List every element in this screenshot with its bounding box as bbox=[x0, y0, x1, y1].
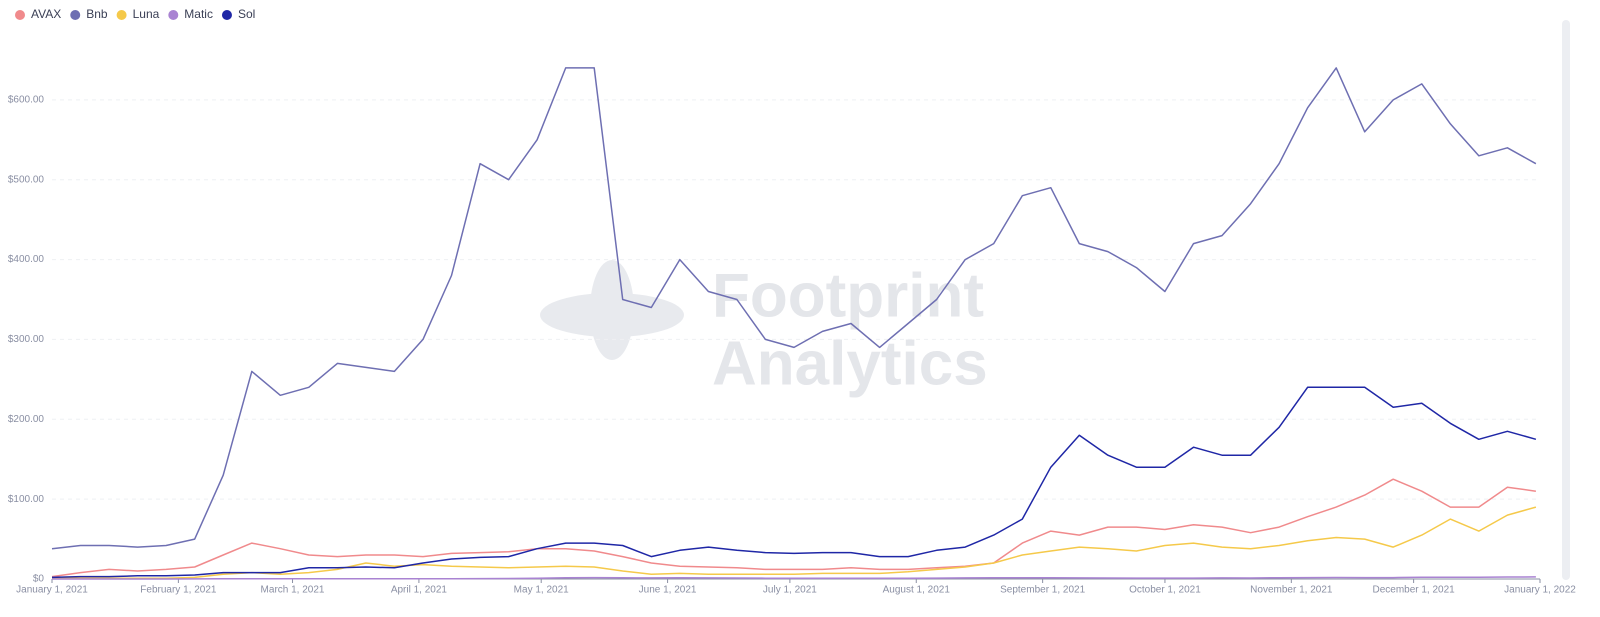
x-tick-label: July 1, 2021 bbox=[763, 585, 817, 596]
x-tick-label: October 1, 2021 bbox=[1129, 585, 1201, 596]
y-tick-label: $600.00 bbox=[8, 94, 45, 105]
legend-item[interactable]: Bnb bbox=[70, 7, 108, 21]
x-tick-label: March 1, 2021 bbox=[261, 585, 325, 596]
watermark-text: Analytics bbox=[712, 329, 988, 398]
x-tick-label: November 1, 2021 bbox=[1250, 585, 1333, 596]
y-tick-label: $100.00 bbox=[8, 494, 45, 505]
series-line bbox=[51, 478, 1537, 578]
legend-swatch bbox=[168, 10, 179, 20]
legend-swatch bbox=[221, 10, 232, 20]
legend-swatch bbox=[15, 10, 25, 20]
watermark: Footprint Analytics bbox=[540, 260, 988, 398]
watermark-logo bbox=[590, 260, 634, 360]
y-tick-label: $300.00 bbox=[8, 334, 45, 345]
y-tick-label: $200.00 bbox=[8, 414, 45, 425]
watermark-text: Footprint bbox=[712, 261, 984, 330]
x-tick-label: April 1, 2021 bbox=[391, 585, 448, 596]
x-tick-label: June 1, 2021 bbox=[639, 585, 697, 596]
x-tick-label: January 1, 2022 bbox=[1504, 585, 1576, 596]
series-line bbox=[52, 506, 1537, 579]
series-line bbox=[52, 576, 1536, 580]
x-tick-label: September 1, 2021 bbox=[1000, 585, 1085, 596]
legend-label: Luna bbox=[133, 7, 160, 21]
legend-label: Matic bbox=[184, 7, 213, 21]
x-tick-label: May 1, 2021 bbox=[514, 585, 569, 596]
legend-item[interactable]: Matic bbox=[168, 7, 213, 21]
x-tick-label: January 1, 2021 bbox=[16, 585, 88, 596]
legend-item[interactable]: Sol bbox=[221, 7, 255, 21]
legend-swatch bbox=[116, 10, 127, 20]
series-line bbox=[51, 67, 1537, 550]
legend-label: Sol bbox=[238, 7, 255, 21]
legend-label: AVAX bbox=[31, 7, 61, 21]
x-tick-label: February 1, 2021 bbox=[140, 585, 217, 596]
y-tick-label: $500.00 bbox=[8, 174, 45, 185]
x-tick-label: August 1, 2021 bbox=[883, 585, 951, 596]
series-line bbox=[51, 386, 1537, 579]
y-tick-label: $0 bbox=[33, 574, 45, 585]
legend-label: Bnb bbox=[86, 7, 108, 21]
y-tick-label: $400.00 bbox=[8, 254, 45, 265]
legend-item[interactable]: Luna bbox=[116, 7, 160, 21]
legend-swatch bbox=[70, 10, 81, 20]
legend-item[interactable]: AVAX bbox=[15, 7, 61, 21]
scrollbar[interactable] bbox=[1562, 20, 1570, 580]
x-tick-label: December 1, 2021 bbox=[1372, 585, 1455, 596]
